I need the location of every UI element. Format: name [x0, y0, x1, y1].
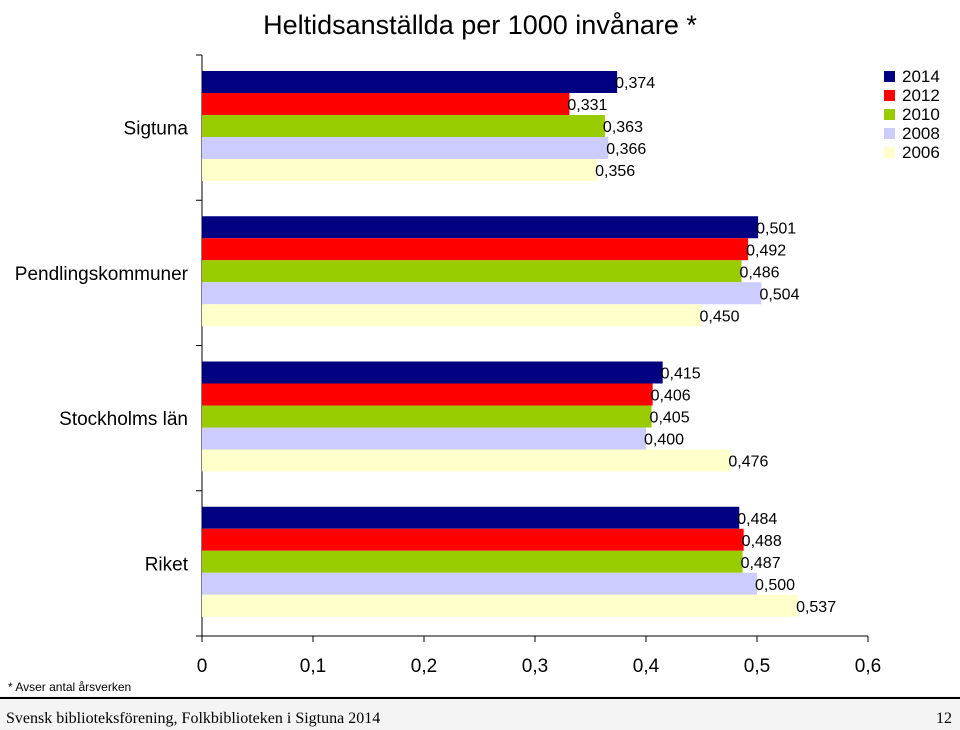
bar	[202, 405, 652, 428]
bar	[202, 594, 799, 617]
bar	[202, 449, 731, 472]
page-number: 12	[936, 710, 952, 727]
x-tick-label: 0,4	[633, 656, 660, 677]
data-label: 0,374	[615, 75, 655, 92]
data-label: 0,500	[755, 577, 795, 594]
data-label: 0,537	[796, 599, 836, 616]
bar	[202, 550, 743, 573]
bar	[202, 93, 570, 115]
bar	[202, 572, 757, 595]
data-label: 0,501	[756, 220, 796, 237]
data-label: 0,406	[651, 388, 691, 405]
data-label: 0,450	[700, 308, 740, 325]
legend-label: 2012	[902, 86, 940, 105]
legend-label: 2008	[902, 124, 940, 143]
data-label: 0,487	[741, 555, 781, 572]
data-label: 0,405	[650, 410, 690, 427]
data-label: 0,484	[737, 511, 777, 528]
bar-chart: 0 0,1 0,2 0,3 0,4 0,5 0,6 Sigtuna 0,374 0,331 0,36…	[15, 54, 940, 677]
chart-area: Heltidsanställda per 1000 invånare * 0 0,…	[0, 0, 960, 696]
x-tick-label: 0,5	[744, 656, 770, 677]
data-label: 0,415	[661, 366, 701, 383]
bar	[202, 282, 762, 305]
legend-swatch	[884, 109, 895, 120]
footnote: * Avser antal årsverken	[8, 680, 132, 694]
x-tick-label: 0	[197, 656, 208, 677]
legend-swatch	[884, 147, 895, 158]
data-label: 0,331	[567, 97, 607, 114]
bar	[202, 506, 740, 529]
data-label: 0,356	[595, 163, 635, 180]
legend-label: 2014	[902, 67, 940, 86]
chart-title: Heltidsanställda per 1000 invånare *	[263, 10, 697, 40]
data-label: 0,366	[606, 141, 646, 158]
data-label: 0,492	[746, 242, 786, 259]
bar	[202, 137, 609, 159]
legend-label: 2010	[902, 105, 940, 124]
x-tick-label: 0,6	[855, 656, 881, 677]
category-label: Sigtuna	[124, 119, 189, 140]
x-tick-label: 0,3	[522, 656, 548, 677]
data-label: 0,400	[644, 432, 684, 449]
bar	[202, 115, 605, 137]
bar	[202, 427, 646, 450]
category-label: Stockholms län	[59, 409, 188, 430]
bar	[202, 528, 744, 551]
data-label: 0,363	[603, 119, 643, 136]
bar	[202, 260, 742, 283]
category-label: Riket	[145, 554, 189, 575]
footer-divider	[0, 697, 960, 699]
footer-source: Svensk biblioteksförening, Folkbibliotek…	[6, 710, 381, 727]
legend-swatch	[884, 71, 895, 82]
bar	[202, 383, 653, 406]
data-label: 0,476	[728, 454, 768, 471]
legend-label: 2006	[902, 143, 940, 162]
data-label: 0,504	[759, 286, 799, 303]
data-label: 0,486	[739, 264, 779, 281]
x-tick-label: 0,1	[300, 656, 326, 677]
x-tick-label: 0,2	[411, 656, 437, 677]
bar	[202, 304, 702, 327]
bar	[202, 71, 618, 93]
legend-swatch	[884, 128, 895, 139]
legend-swatch	[884, 90, 895, 101]
bar	[202, 238, 749, 261]
bar	[202, 159, 598, 181]
bar	[202, 216, 759, 239]
data-label: 0,488	[742, 533, 782, 550]
bar	[202, 361, 663, 384]
category-label: Pendlingskommuner	[15, 264, 189, 285]
